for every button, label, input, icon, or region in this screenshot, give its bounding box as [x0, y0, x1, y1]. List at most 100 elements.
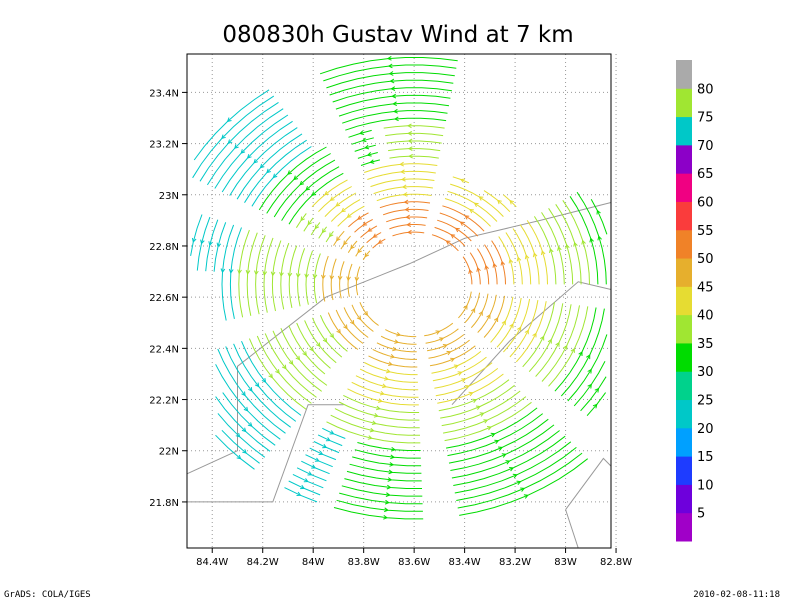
streamline-arrow — [470, 307, 476, 313]
colorbar-swatch — [676, 314, 692, 344]
streamline — [347, 240, 358, 253]
streamline-arrow — [226, 117, 232, 123]
streamline — [193, 89, 270, 161]
colorbar-label: 35 — [697, 337, 714, 352]
streamline-arrow — [587, 368, 592, 374]
streamline-arrow — [262, 271, 268, 276]
streamline-arrow — [270, 271, 276, 277]
x-tick-label: 83.6W — [398, 557, 430, 568]
colorbar-swatch — [676, 512, 692, 542]
colorbar-label: 10 — [697, 478, 714, 493]
streamline — [288, 480, 321, 496]
streamline — [215, 434, 255, 470]
coastline-segment — [565, 457, 612, 510]
streamline-arrow — [459, 178, 465, 183]
streamline-arrow — [366, 152, 372, 157]
streamline — [332, 87, 452, 103]
streamline-arrow — [494, 439, 500, 445]
streamline-arrow — [555, 341, 560, 347]
streamline-arrow — [377, 239, 383, 244]
streamline-arrow — [597, 235, 602, 241]
streamline — [190, 214, 203, 256]
y-tick-label: 22.8N — [149, 242, 179, 253]
chart-title: 080830h Gustav Wind at 7 km — [222, 22, 573, 48]
streamline — [251, 146, 312, 207]
colorbar-swatch — [676, 116, 692, 146]
streamline-arrow — [287, 170, 293, 175]
streamline-arrow — [547, 338, 552, 344]
streamline-arrow — [453, 364, 459, 369]
streamline-arrow — [235, 432, 241, 438]
coastline-segment — [187, 404, 344, 503]
streamline — [344, 478, 422, 489]
streamline-arrow — [589, 237, 594, 243]
colorbar-label: 15 — [697, 450, 714, 465]
streamline-arrow — [357, 248, 362, 254]
streamline-arrow — [329, 196, 335, 202]
colorbar-label: 50 — [697, 252, 714, 267]
streamline-arrow — [388, 469, 394, 475]
streamline-arrow — [509, 323, 514, 329]
streamline-arrow — [336, 328, 341, 334]
streamline-arrow — [311, 191, 317, 196]
streamline-arrow — [221, 134, 226, 140]
streamline — [319, 314, 348, 352]
y-tick-label: 22.2N — [149, 396, 179, 407]
streamline — [313, 253, 321, 304]
streamline — [352, 456, 422, 467]
streamline-arrow — [367, 227, 373, 232]
streamline-arrow — [325, 437, 331, 442]
streamline-arrow — [454, 227, 460, 233]
streamline-arrow — [389, 462, 395, 467]
streamline — [562, 200, 590, 285]
streamline-arrow — [279, 272, 284, 277]
streamline-arrow — [516, 480, 522, 486]
streamline — [192, 95, 275, 179]
streamline-arrow — [316, 342, 321, 348]
streamline — [386, 140, 442, 144]
streamline — [444, 198, 491, 227]
streamline — [222, 392, 276, 446]
streamline-arrow — [587, 383, 592, 389]
streamline-arrow — [356, 315, 362, 321]
streamline-arrow — [524, 329, 529, 335]
x-tick-label: 83W — [554, 557, 577, 568]
streamline-arrow — [305, 186, 311, 191]
streamline-arrow — [401, 184, 407, 190]
streamline-arrow — [497, 199, 502, 205]
streamline-arrow — [307, 471, 313, 476]
streamline-arrow — [335, 202, 341, 207]
streamline — [258, 146, 327, 211]
streamline-arrow — [268, 373, 273, 379]
streamline-arrow — [393, 108, 398, 114]
streamline-arrow — [402, 192, 408, 197]
streamline-arrow — [389, 78, 395, 84]
streamline-arrow — [216, 242, 222, 248]
streamline — [380, 335, 417, 345]
streamline-arrow — [254, 382, 260, 388]
streamline-arrow — [407, 229, 412, 235]
colorbar-label: 70 — [697, 139, 714, 154]
streamline-arrow — [387, 477, 393, 482]
streamline-arrow — [379, 390, 385, 396]
streamline-arrow — [314, 224, 320, 230]
streamline-arrow — [472, 398, 478, 404]
colorbar-swatch — [676, 286, 692, 316]
coastline-segment — [565, 509, 579, 549]
streamline-arrow — [329, 430, 335, 435]
streamline-arrow — [311, 464, 317, 469]
streamline — [273, 159, 336, 218]
streamline-arrow — [191, 237, 197, 243]
streamline-arrow — [337, 275, 343, 281]
streamline-arrow — [493, 317, 499, 322]
streamline-arrow — [390, 354, 396, 359]
streamline-arrow — [386, 484, 392, 490]
streamline — [333, 230, 345, 246]
streamline — [292, 473, 324, 489]
x-tick-label: 83.4W — [449, 557, 481, 568]
streamline-arrow — [349, 319, 355, 325]
y-tick-label: 22.4N — [149, 344, 179, 355]
streamline-arrow — [236, 454, 242, 460]
streamline — [533, 216, 557, 285]
streamline-arrow — [500, 260, 506, 266]
